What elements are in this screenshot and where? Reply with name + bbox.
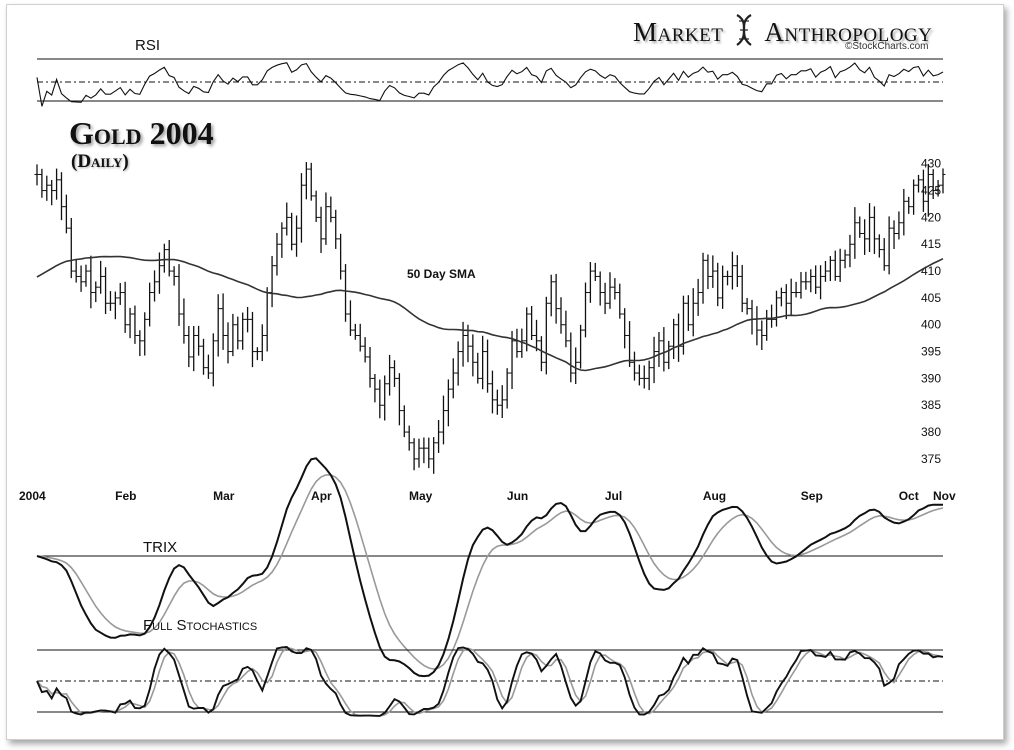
x-tick-label: Jul xyxy=(605,489,622,503)
x-tick-label: Nov xyxy=(933,489,956,503)
x-tick-label: Apr xyxy=(311,489,332,503)
x-tick-label: Oct xyxy=(899,489,919,503)
y-tick-label: 430 xyxy=(921,157,941,171)
stoch-k-line xyxy=(36,646,944,717)
y-tick-label: 390 xyxy=(921,371,941,385)
stochastics-label: Full Stochastics xyxy=(143,617,258,634)
brand-logo: Market Anthropology xyxy=(633,13,932,48)
stoch-d-line xyxy=(36,646,944,717)
sma-line xyxy=(36,255,944,372)
y-tick-label: 385 xyxy=(921,398,941,412)
chart-title: Gold 2004 xyxy=(69,115,214,151)
chart-canvas: 430 425 420 415 410 405 400 395 390 385 380 375 2004… xyxy=(19,58,956,717)
trix-signal-line xyxy=(36,474,944,670)
y-tick-label: 375 xyxy=(921,452,941,466)
source-credit: ©StockCharts.com xyxy=(845,41,929,52)
brand-left: Market xyxy=(633,17,724,47)
sma-label: 50 Day SMA xyxy=(407,267,476,281)
x-tick-label: 2004 xyxy=(19,489,46,503)
y-tick-label: 380 xyxy=(921,425,941,439)
chart-subtitle: (Daily) xyxy=(71,151,129,172)
chart-frame: 430 425 420 415 410 405 400 395 390 385 380 375 2004… xyxy=(6,4,1004,740)
x-tick-label: Feb xyxy=(115,489,136,503)
y-tick-label: 400 xyxy=(921,318,941,332)
x-tick-label: Mar xyxy=(213,489,235,503)
y-tick-label: 425 xyxy=(921,184,941,198)
rsi-label: RSI xyxy=(135,37,161,54)
y-tick-label: 410 xyxy=(921,264,941,278)
trix-label: TRIX xyxy=(143,539,178,556)
trix-line xyxy=(36,457,943,678)
rsi-line xyxy=(36,62,944,107)
y-tick-label: 415 xyxy=(921,237,941,251)
dna-icon xyxy=(731,13,759,48)
x-tick-label: Sep xyxy=(801,489,823,503)
y-tick-label: 405 xyxy=(921,291,941,305)
brand-right: Anthropology xyxy=(764,17,933,47)
x-tick-label: May xyxy=(409,489,433,503)
x-tick-label: Jun xyxy=(507,489,528,503)
y-tick-label: 395 xyxy=(921,345,941,359)
x-tick-label: Aug xyxy=(703,489,726,503)
y-tick-label: 420 xyxy=(921,210,941,224)
